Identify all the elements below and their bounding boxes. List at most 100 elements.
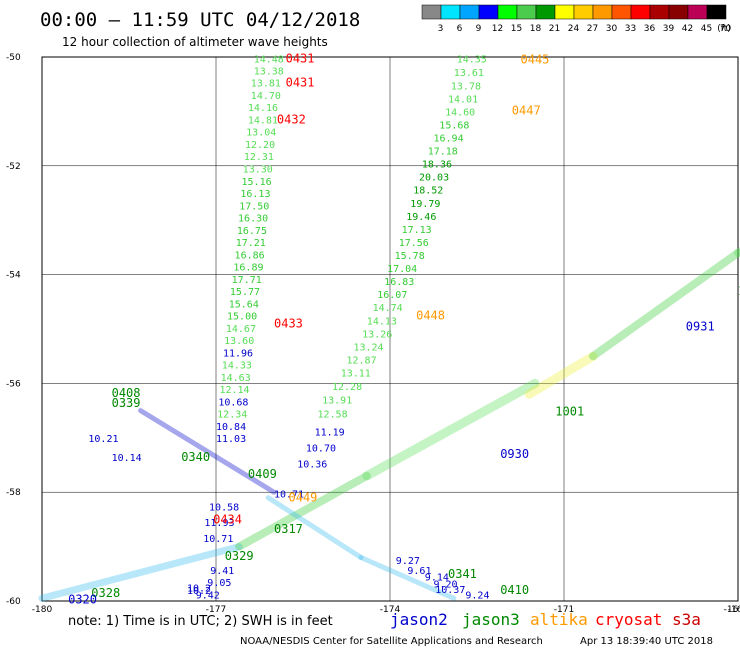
colorbar-label: 15: [511, 24, 522, 34]
swh-label: 15.78: [395, 251, 425, 262]
colorbar-label: 30: [606, 24, 618, 34]
track-segment: [589, 248, 740, 361]
colorbar-swatch: [668, 4, 689, 20]
colorbar-swatch: [535, 4, 556, 20]
swh-label: 16.13: [240, 189, 270, 200]
axis-ticks: -180 -177 -174 -171 -168-16 -50 -52 -54 -56 -58 -6…: [6, 53, 740, 615]
swh-label: 13.04: [246, 128, 276, 139]
y-tick-label: -50: [6, 53, 21, 63]
swh-label: 13.91: [322, 396, 352, 407]
time-label: 0329: [225, 549, 254, 563]
track-segment: [362, 378, 540, 481]
swh-label: 19.46: [406, 212, 436, 223]
swh-label: 10.36: [297, 459, 327, 470]
swh-label: 16.89: [233, 262, 263, 273]
colorbar-label: 3: [438, 24, 444, 34]
swh-label: 14.33: [222, 360, 252, 371]
satellite-legend: jason2 jason3 altika cryosat s3a: [390, 610, 701, 629]
swh-label: 9.27: [396, 556, 420, 567]
colorbar-swatch: [554, 4, 575, 20]
track-segment: [265, 495, 364, 560]
legend-jason3: jason3: [462, 610, 520, 629]
time-label: 0931: [686, 319, 715, 333]
swh-label: 14.67: [226, 324, 256, 335]
swh-label: 15.77: [230, 287, 260, 298]
time-label: 0320: [68, 592, 97, 606]
swh-label: 17.56: [399, 238, 429, 249]
track-segment: [235, 471, 371, 551]
swh-label: 20.03: [419, 173, 449, 184]
swh-label: 11.93: [204, 518, 234, 529]
time-label: 0447: [512, 103, 541, 117]
colorbar-swatch: [478, 4, 499, 20]
colorbar-label: 18: [530, 24, 542, 34]
swh-label: 12.31: [244, 152, 274, 163]
track-segment: [138, 408, 277, 495]
y-tick-label: -52: [6, 162, 21, 172]
colorbar-label: 70: [720, 24, 732, 34]
swh-label: 14.13: [367, 316, 397, 327]
swh-label: 15.68: [439, 120, 469, 131]
chart-subtitle: 12 hour collection of altimeter wave hei…: [62, 35, 328, 49]
swh-label: 13.24: [353, 342, 383, 353]
swh-label: 13.11: [341, 369, 371, 380]
swh-label: 12.14: [219, 385, 249, 396]
swh-label: 10.71: [203, 534, 233, 545]
swh-label: 17.18: [428, 147, 458, 158]
time-label: 0328: [91, 586, 120, 600]
colorbar-unit: (ft): [717, 24, 731, 34]
colorbar-swatch: [421, 4, 442, 20]
swh-label: 11.96: [223, 348, 253, 359]
swh-label: 14.16: [248, 103, 278, 114]
time-label: 0408: [112, 386, 141, 400]
legend-s3a: s3a: [672, 610, 701, 629]
footer-note: note: 1) Time is in UTC; 2) SWH is in fe…: [68, 614, 333, 629]
swh-label: 14.60: [445, 107, 475, 118]
colorbar-swatch: [497, 4, 518, 20]
swh-label: 17.50: [239, 202, 269, 213]
colorbar-label: 9: [476, 24, 482, 34]
legend-cryosat: cryosat: [595, 610, 662, 629]
swh-label: 9.42: [196, 590, 220, 601]
swh-label: 13.26: [362, 329, 392, 340]
swh-label: 10.2: [187, 586, 211, 597]
x-tick-label: -171: [554, 605, 574, 615]
swh-label: 10.2: [187, 583, 211, 594]
swh-label: 10.84: [216, 422, 246, 433]
swh-label: 12.58: [318, 409, 348, 420]
swh-label: 12.20: [245, 140, 275, 151]
swh-label: 10.14: [112, 453, 142, 464]
time-label: 0431: [286, 52, 315, 66]
swh-label: 13.60: [224, 336, 254, 347]
time-label: 0434: [213, 512, 242, 526]
colorbar-label: 12: [492, 24, 503, 34]
colorbar-swatch: [649, 4, 670, 20]
satellite-tracks: [38, 247, 740, 602]
colorbar-label: 45: [701, 24, 712, 34]
colorbar-label: 21: [549, 24, 560, 34]
swh-label: 17.71: [232, 275, 262, 286]
time-label: 0449: [289, 491, 318, 505]
swh-label: 9.14: [425, 573, 449, 584]
swh-label: 9.24: [465, 590, 489, 601]
swh-label: 18.52: [413, 186, 443, 197]
swh-label: 18.36: [422, 160, 452, 171]
swh-label: 14.35: [457, 55, 487, 66]
x-tick-label: -180: [32, 605, 53, 615]
swh-label: 16.07: [377, 290, 407, 301]
track-segment: [38, 543, 243, 602]
time-label: 0445: [521, 53, 550, 67]
swh-label: 10.71: [274, 489, 304, 500]
footer-credit: NOAA/NESDIS Center for Satellite Applica…: [240, 636, 543, 647]
colorbar-swatch: [611, 4, 632, 20]
swh-label: 12.28: [332, 382, 362, 393]
footer-timestamp: Apr 13 18:39:40 UTC 2018: [580, 636, 713, 647]
time-label: 1001: [555, 405, 584, 419]
swh-label: 13.38: [254, 67, 284, 78]
swh-label: 17.13: [402, 225, 432, 236]
swh-label: 13.81: [251, 79, 281, 90]
time-label: 0432: [277, 113, 306, 127]
time-label: 0433: [274, 317, 303, 331]
